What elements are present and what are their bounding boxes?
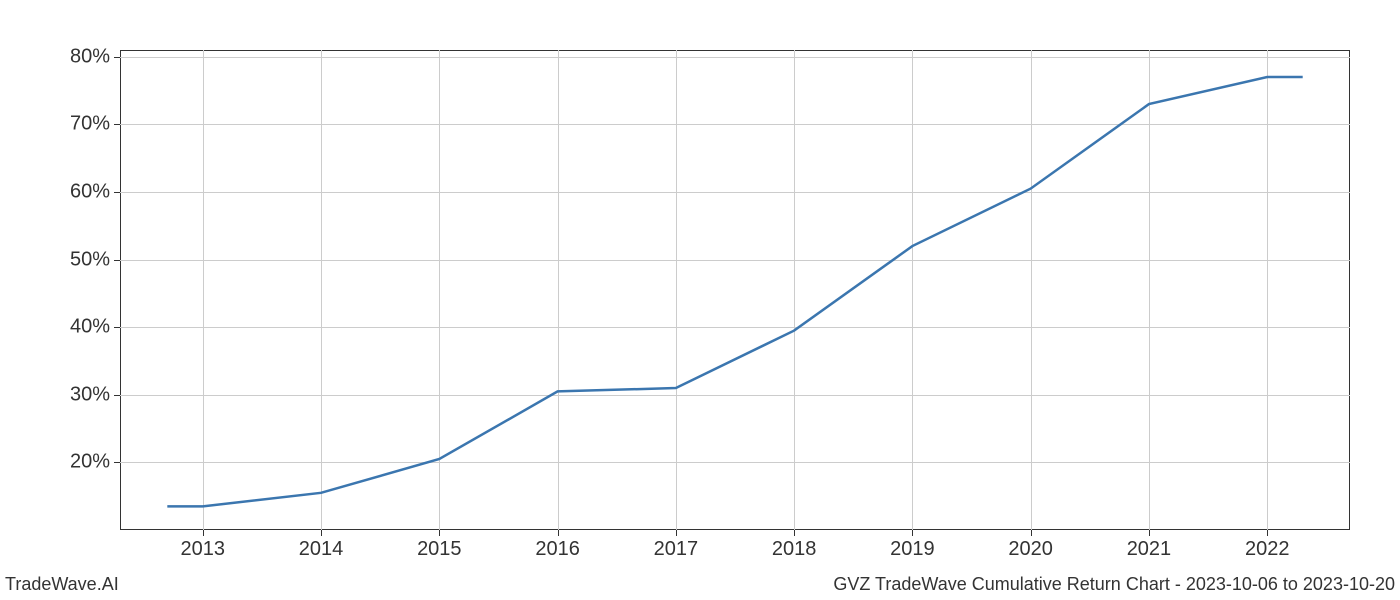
y-tick-mark: [114, 395, 120, 396]
y-tick-label: 70%: [70, 113, 110, 136]
y-tick-label: 50%: [70, 248, 110, 271]
x-tick-label: 2020: [1008, 538, 1053, 561]
x-tick-label: 2019: [890, 538, 935, 561]
x-tick-label: 2017: [654, 538, 699, 561]
x-tick-label: 2014: [299, 538, 344, 561]
y-tick-mark: [114, 124, 120, 125]
x-tick-mark: [1149, 530, 1150, 536]
footer-left-text: TradeWave.AI: [5, 574, 119, 595]
x-tick-mark: [794, 530, 795, 536]
x-tick-mark: [439, 530, 440, 536]
x-tick-mark: [1267, 530, 1268, 536]
y-tick-label: 40%: [70, 316, 110, 339]
y-tick-mark: [114, 57, 120, 58]
x-tick-mark: [203, 530, 204, 536]
y-tick-label: 30%: [70, 383, 110, 406]
x-tick-label: 2016: [535, 538, 580, 561]
x-tick-mark: [1031, 530, 1032, 536]
y-tick-mark: [114, 462, 120, 463]
x-tick-label: 2018: [772, 538, 817, 561]
y-tick-mark: [114, 260, 120, 261]
x-tick-label: 2015: [417, 538, 462, 561]
x-tick-mark: [676, 530, 677, 536]
x-tick-label: 2013: [181, 538, 226, 561]
y-tick-label: 20%: [70, 451, 110, 474]
x-tick-mark: [558, 530, 559, 536]
x-tick-label: 2022: [1245, 538, 1290, 561]
x-tick-mark: [321, 530, 322, 536]
y-tick-label: 80%: [70, 45, 110, 68]
y-tick-label: 60%: [70, 180, 110, 203]
x-tick-mark: [912, 530, 913, 536]
y-tick-mark: [114, 327, 120, 328]
footer-right-text: GVZ TradeWave Cumulative Return Chart - …: [833, 574, 1395, 595]
chart-plot-area: [120, 50, 1350, 530]
y-tick-mark: [114, 192, 120, 193]
line-series: [120, 50, 1350, 530]
x-tick-label: 2021: [1127, 538, 1172, 561]
